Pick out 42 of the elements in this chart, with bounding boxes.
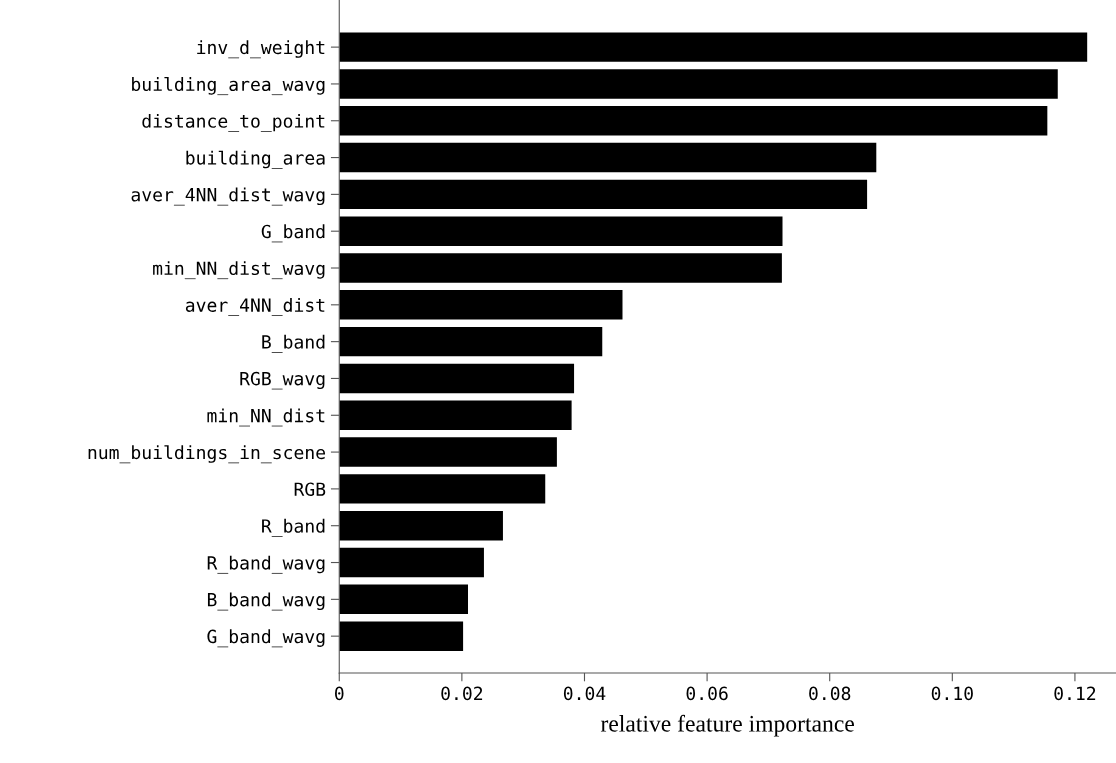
x-tick-label: 0 <box>335 686 344 701</box>
bar <box>339 253 782 283</box>
y-tick-label: B_band <box>262 334 325 353</box>
x-tick-label: 0.02 <box>441 686 483 701</box>
y-tick-label: min_NN_dist <box>207 408 325 427</box>
y-tick-label: aver_4NN_dist_wavg <box>131 187 325 206</box>
x-tick-label: 0.08 <box>809 686 851 701</box>
bar <box>339 106 1048 136</box>
x-tick-label: 0.12 <box>1054 686 1096 701</box>
y-tick-label: G_band <box>261 224 325 243</box>
y-tick-label: R_band <box>262 518 325 537</box>
bar <box>339 216 783 246</box>
bar <box>339 437 557 467</box>
x-tick-label: 0.06 <box>686 686 728 701</box>
bar <box>339 621 464 651</box>
bar <box>339 363 575 394</box>
x-tick-label: 0.10 <box>931 686 973 701</box>
bar <box>339 584 468 615</box>
y-tick-label: G_band_wavg <box>207 629 325 648</box>
bar <box>339 179 868 210</box>
bar <box>339 32 1088 62</box>
x-tick-label: 0.04 <box>563 686 606 701</box>
y-tick-label: RGB <box>294 482 326 497</box>
y-tick-label: min_NN_dist_wavg <box>153 261 325 280</box>
bar <box>339 547 484 578</box>
y-tick-label: R_band_wavg <box>207 555 325 574</box>
y-tick-label: B_band_wavg <box>207 592 325 611</box>
bar <box>339 290 623 320</box>
y-tick-label: building_area_wavg <box>132 77 325 96</box>
bar <box>339 69 1058 99</box>
y-tick-label: num_buildings_in_scene <box>88 445 326 464</box>
bar <box>339 510 503 541</box>
x-axis-title: relative feature importance <box>600 714 854 737</box>
bar <box>339 142 877 173</box>
y-tick-label: building_area <box>186 150 325 169</box>
bar <box>339 474 546 504</box>
bar <box>339 326 603 357</box>
y-tick-label: inv_d_weight <box>197 40 325 59</box>
y-tick-label: distance_to_point <box>142 113 325 132</box>
bar <box>339 400 572 430</box>
y-tick-label: RGB_wavg <box>240 371 325 390</box>
y-tick-label: aver_4NN_dist <box>185 297 325 316</box>
